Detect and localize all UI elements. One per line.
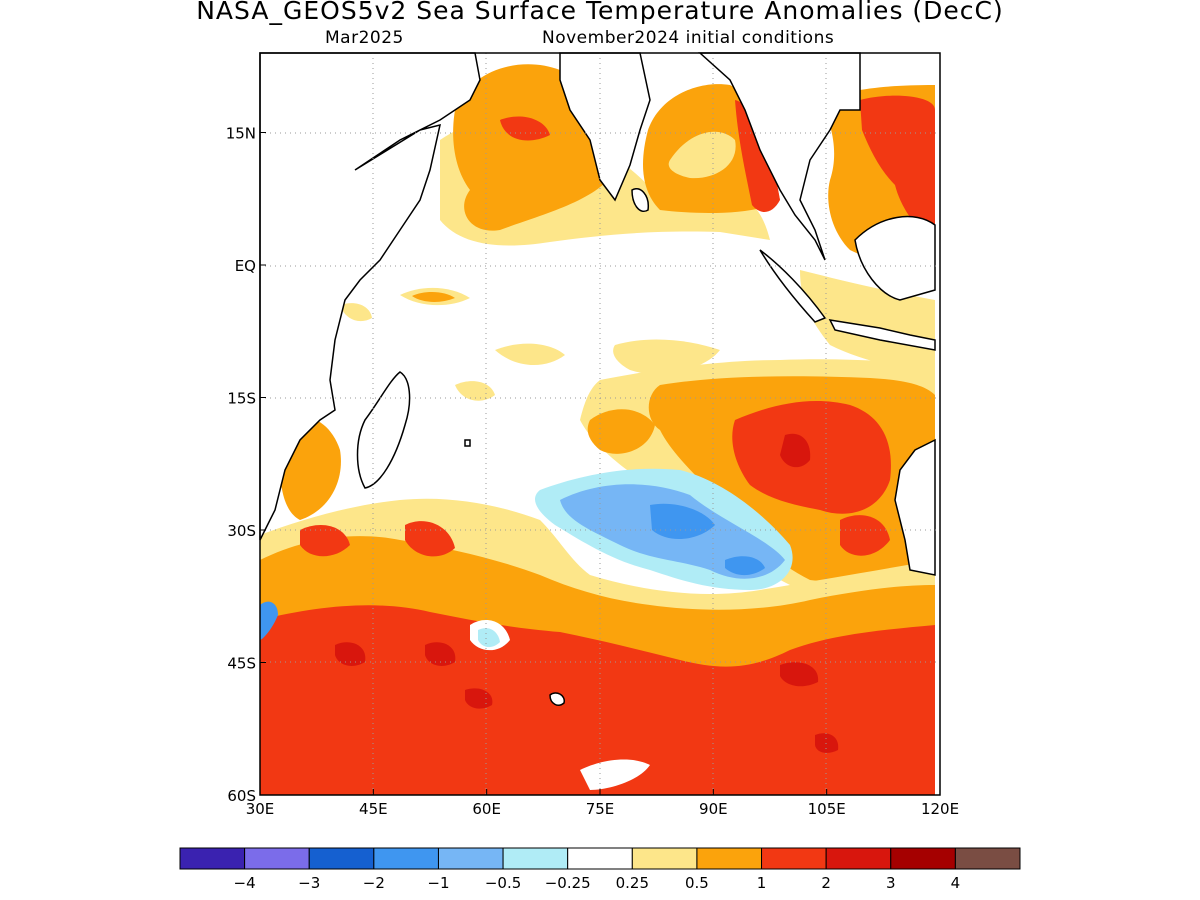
colorbar-swatch-4: [437, 847, 504, 870]
colorbar-label-4: −0.5: [485, 874, 521, 892]
x-tick-label-0: 30E: [246, 800, 275, 818]
land-sumatra: [759, 249, 827, 323]
colorbar-swatch-9: [761, 847, 827, 870]
y-tick-label-0: 15N: [226, 125, 256, 143]
land-india: [559, 52, 651, 202]
colorbar-swatch-12: [954, 847, 1021, 870]
colorbar-swatch-0: [179, 847, 246, 870]
map-title: NASA_GEOS5v2 Sea Surface Temperature Ano…: [196, 0, 1004, 25]
colorbar-label-2: −2: [363, 874, 385, 892]
x-tick-label-1: 45E: [359, 800, 388, 818]
colorbar-label-10: 3: [886, 874, 896, 892]
valid-month: Mar2025: [325, 28, 404, 48]
anomaly-region-equatorial-orange: [412, 292, 455, 302]
init-conditions: November2024 initial conditions: [542, 28, 835, 48]
grid: [260, 53, 940, 795]
colorbar-label-6: 0.25: [616, 874, 649, 892]
land-africa-arabia: [259, 52, 481, 541]
land-sri-lanka: [631, 188, 649, 212]
colorbar-label-7: 0.5: [685, 874, 709, 892]
land-kerguelen: [549, 692, 565, 706]
anomaly-field: [260, 53, 940, 795]
colorbar-label-8: 1: [757, 874, 767, 892]
land-borneo: [854, 215, 936, 301]
anomaly-region-bengal-east-red: [735, 100, 780, 212]
colorbar-swatch-8: [696, 847, 763, 870]
x-tick-label-5: 105E: [808, 800, 846, 818]
anomaly-region-central-yellow-c: [455, 381, 495, 401]
y-tick-label-4: 45S: [227, 655, 256, 673]
colorbar-swatch-5: [502, 847, 569, 870]
colorbar-swatch-1: [244, 847, 310, 870]
land-mauritius: [464, 439, 471, 447]
anomaly-region-central-yellow-b: [613, 339, 720, 374]
anomaly-region-scs-red: [860, 95, 935, 241]
anomaly-region-se-orange-b: [587, 409, 655, 454]
colorbar-label-9: 2: [821, 874, 831, 892]
anomaly-region-dark-spot-c: [780, 662, 819, 687]
anomaly-region-central-yellow-a: [495, 343, 565, 366]
land-java: [828, 319, 936, 351]
colorbar-label-3: −1: [427, 874, 449, 892]
anomaly-region-blue-dark: [650, 503, 715, 540]
colorbar-label-1: −3: [298, 874, 320, 892]
anomaly-region-se-red: [732, 400, 891, 514]
anomaly-region-arabian-red: [500, 116, 550, 141]
land-australia: [894, 438, 936, 576]
colorbar: −4 −3 −2 −1 −0.5 −0.25 0.25 0.5 1 2 3 4: [179, 847, 1021, 892]
y-tick-label-1: EQ: [235, 257, 256, 275]
colorbar-swatch-11: [890, 847, 956, 870]
x-tick-label-3: 75E: [586, 800, 615, 818]
colorbar-swatch-3: [373, 847, 439, 870]
anomaly-region-se-dark: [780, 433, 811, 468]
y-tick-label-2: 15S: [227, 390, 256, 408]
x-tick-label-6: 120E: [921, 800, 959, 818]
y-tick-label-5: 60S: [227, 787, 256, 805]
anomaly-region-west-yellow: [340, 303, 372, 322]
x-tick-label-2: 60E: [472, 800, 501, 818]
colorbar-swatch-7: [631, 847, 698, 870]
anomaly-region-southwest-blue: [260, 601, 278, 640]
anomaly-region-west-red-b: [405, 521, 455, 557]
land: [259, 52, 936, 706]
colorbar-label-5: −0.25: [545, 874, 591, 892]
colorbar-swatch-6: [567, 847, 633, 870]
anomaly-region-blue-dark-b: [725, 556, 765, 576]
anomaly-region-se-red-b: [840, 515, 890, 556]
colorbar-swatch-10: [825, 847, 892, 870]
land-indochina: [698, 52, 861, 261]
colorbar-label-0: −4: [234, 874, 256, 892]
land-madagascar: [356, 371, 411, 489]
anomaly-region-south-white-a: [580, 759, 650, 790]
anomaly-region-dark-spot-d: [815, 733, 839, 753]
colorbar-label-11: 4: [951, 874, 961, 892]
anomaly-region-dark-spot-b: [425, 642, 456, 666]
anomaly-region-west-red: [300, 525, 350, 557]
axis-ticks: 30E 45E 60E 75E 90E 105E 120E 15N EQ 15S 30S 45S 60S: [226, 125, 959, 819]
y-tick-label-3: 30S: [227, 522, 256, 540]
x-tick-label-4: 90E: [699, 800, 728, 818]
anomaly-region-bengal-yellow: [668, 131, 736, 179]
anomaly-region-dark-spot-a: [335, 642, 366, 666]
colorbar-swatch-2: [308, 847, 375, 870]
anomaly-region-south-blue-a: [478, 628, 500, 648]
